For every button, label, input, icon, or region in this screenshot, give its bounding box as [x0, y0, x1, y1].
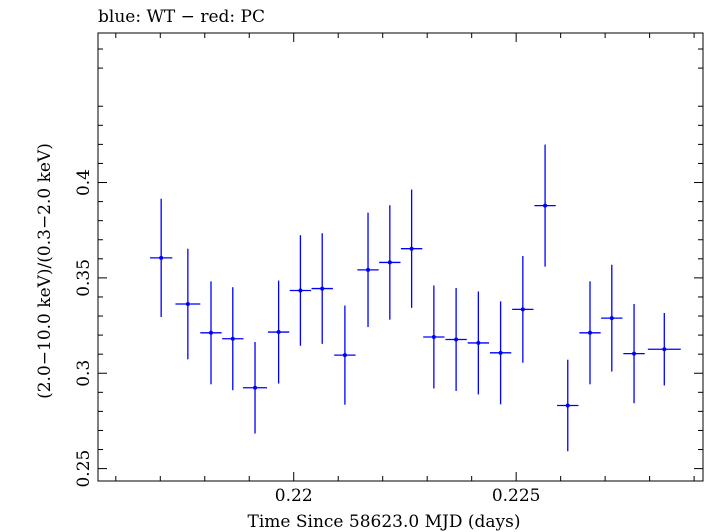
- y-tick-label: 0.3: [74, 360, 94, 387]
- point-marker: [230, 336, 235, 341]
- data-points: [150, 144, 681, 452]
- data-point: [557, 359, 579, 452]
- point-marker: [276, 330, 281, 335]
- point-marker: [662, 347, 667, 352]
- data-point: [357, 212, 379, 328]
- point-marker: [208, 330, 213, 335]
- axis-ticks: 0.22 0.225 0.25 0.3 0.35 0.4: [74, 33, 703, 506]
- data-point: [334, 305, 356, 405]
- point-marker: [298, 288, 303, 293]
- data-point: [400, 189, 423, 308]
- point-marker: [520, 307, 525, 312]
- point-marker: [409, 246, 414, 251]
- data-point: [222, 287, 244, 391]
- point-marker: [565, 403, 570, 408]
- data-point: [289, 235, 312, 346]
- point-marker: [387, 260, 392, 265]
- data-point: [379, 205, 401, 320]
- point-marker: [498, 350, 503, 355]
- x-tick-label: 0.225: [492, 486, 541, 506]
- plot-frame-group: [97, 32, 704, 482]
- data-point: [267, 280, 290, 384]
- data-point: [175, 248, 201, 360]
- y-tick-label: 0.25: [74, 450, 94, 488]
- x-tick-label: 0.22: [275, 486, 313, 506]
- y-tick-label: 0.35: [74, 259, 94, 297]
- point-marker: [320, 286, 325, 291]
- data-point: [445, 287, 467, 391]
- plot-frame: [97, 32, 704, 482]
- point-marker: [632, 351, 637, 356]
- point-marker: [476, 340, 481, 345]
- data-point: [647, 312, 681, 386]
- point-marker: [342, 353, 347, 358]
- y-tick-label: 0.4: [74, 169, 94, 196]
- data-point: [601, 264, 623, 372]
- data-point: [200, 281, 222, 385]
- data-point: [534, 144, 556, 267]
- data-point: [623, 304, 645, 404]
- data-point: [423, 285, 445, 389]
- data-point: [467, 291, 490, 395]
- data-point: [243, 341, 268, 434]
- point-marker: [431, 335, 436, 340]
- y-axis-label: (2.0−10.0 keV)/(0.3−2.0 keV): [35, 143, 55, 399]
- data-point: [150, 198, 173, 317]
- point-marker: [543, 203, 548, 208]
- point-marker: [159, 255, 164, 260]
- data-point: [579, 281, 601, 385]
- chart-title: blue: WT − red: PC: [98, 7, 265, 27]
- point-marker: [609, 316, 614, 321]
- x-axis-label: Time Since 58623.0 MJD (days): [248, 512, 521, 532]
- point-marker: [185, 302, 190, 307]
- point-marker: [588, 330, 593, 335]
- point-marker: [366, 267, 371, 272]
- data-point: [512, 255, 534, 363]
- point-marker: [454, 337, 459, 342]
- point-marker: [253, 385, 258, 390]
- data-point: [489, 301, 512, 405]
- data-point: [311, 233, 333, 344]
